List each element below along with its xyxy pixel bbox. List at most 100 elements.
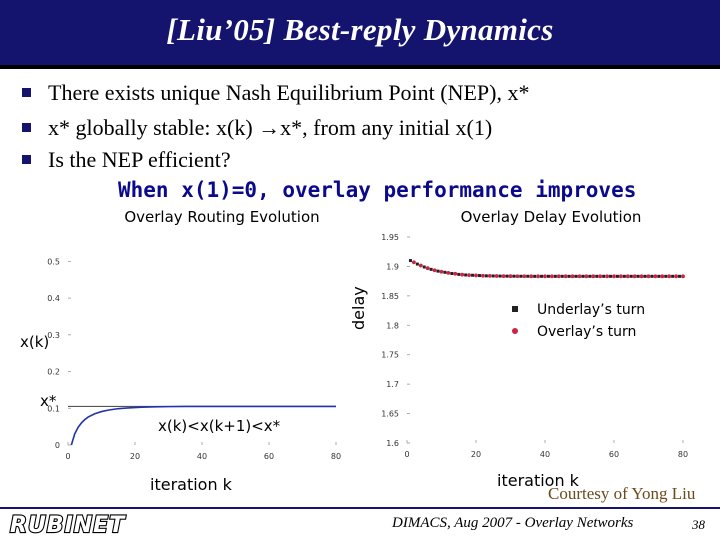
bullet-item: Is the NEP efficient?	[22, 147, 231, 173]
data-point	[625, 274, 630, 279]
x-tick-label: 0	[404, 450, 409, 459]
slide-title: [Liu’05] Best-reply Dynamics	[166, 12, 554, 47]
y-tick-label: 0.5	[47, 257, 60, 266]
data-point	[505, 274, 509, 278]
x-tick-label: 40	[540, 450, 550, 459]
data-point	[605, 274, 609, 279]
bullet-item: x* globally stable: x(k) →x*, from any i…	[22, 115, 492, 141]
data-point	[650, 274, 654, 278]
overlay-routing-chart: Overlay Routing Evolution 0 20 40 60 80 0 0.1 0.…	[47, 208, 341, 461]
data-point	[436, 269, 440, 273]
data-point	[632, 274, 637, 279]
legend-label: Overlay’s turn	[537, 324, 636, 340]
bullet-text: Is the NEP efficient?	[48, 147, 231, 172]
inequality-label: x(k)<x(k+1)<x*	[158, 417, 281, 435]
data-point	[540, 274, 544, 278]
data-point	[474, 273, 478, 278]
data-point	[556, 274, 561, 279]
footer-divider	[0, 507, 720, 509]
data-point	[487, 274, 492, 278]
data-point	[526, 274, 530, 278]
data-point	[657, 274, 661, 278]
y-tick-label: 1.6	[386, 439, 399, 448]
data-point	[671, 274, 675, 278]
data-point	[653, 274, 658, 279]
data-point	[629, 274, 633, 278]
data-point	[612, 274, 616, 279]
y-tick-label: 0.1	[47, 404, 60, 413]
data-point	[581, 274, 585, 278]
data-point	[567, 274, 571, 278]
bullet-text: There exists unique Nash Equilibrium Poi…	[48, 80, 530, 105]
data-point	[602, 274, 606, 278]
data-point	[536, 274, 540, 279]
data-point	[674, 274, 678, 279]
y-tick-label: 0.3	[47, 331, 60, 340]
x-tick-label: 40	[197, 452, 207, 461]
data-point	[491, 274, 495, 278]
data-point	[501, 274, 506, 279]
legend-marker	[512, 306, 518, 312]
y-tick-label: 1.75	[381, 351, 399, 360]
data-point	[439, 269, 444, 274]
data-point	[481, 273, 485, 278]
overlay-delay-chart: Overlay Delay Evolution 0 20 40 60 80 1.6 1.65 1…	[381, 208, 688, 459]
title-bar: [Liu’05] Best-reply Dynamics	[0, 0, 720, 69]
data-point	[443, 270, 447, 274]
left-iteration-label: iteration k	[150, 475, 232, 494]
data-point	[533, 274, 537, 278]
data-point	[453, 271, 458, 276]
data-point	[412, 260, 416, 265]
x-tick-label: 60	[609, 450, 619, 459]
data-point	[681, 274, 685, 279]
data-point	[622, 274, 626, 278]
data-point	[546, 274, 550, 278]
data-point	[450, 271, 454, 275]
data-point	[595, 274, 599, 278]
callout-text: When x(1)=0, overlay performance improve…	[118, 178, 637, 202]
data-point	[512, 274, 516, 278]
bullet-item: There exists unique Nash Equilibrium Poi…	[22, 80, 530, 106]
data-point	[646, 274, 651, 279]
bullet-marker	[22, 123, 31, 132]
data-point	[636, 274, 640, 278]
data-point	[588, 274, 592, 278]
y-tick-label: 1.65	[381, 410, 399, 419]
data-point	[619, 274, 623, 279]
data-point	[598, 274, 603, 279]
data-point	[477, 274, 481, 278]
data-point	[519, 274, 523, 278]
data-point	[639, 274, 644, 279]
data-point	[471, 273, 475, 277]
data-point	[508, 274, 513, 279]
logo-text: RUBINET	[10, 513, 126, 537]
data-point	[522, 274, 527, 279]
data-point	[560, 274, 564, 278]
data-point	[467, 273, 471, 278]
x-tick-label: 60	[264, 452, 274, 461]
data-point	[408, 259, 412, 263]
data-point	[591, 274, 596, 279]
xk-label: x(k)	[20, 333, 50, 351]
x-tick-label: 20	[471, 450, 481, 459]
data-point	[515, 274, 520, 279]
data-point	[494, 274, 499, 278]
data-point	[574, 274, 578, 278]
data-point	[425, 266, 430, 271]
legend-label: Underlay’s turn	[537, 302, 645, 318]
data-point	[457, 272, 461, 276]
bullet-marker	[22, 88, 31, 97]
legend-marker	[512, 328, 518, 334]
y-tick-label: 1.95	[381, 233, 399, 242]
y-tick-label: 1.8	[386, 321, 399, 330]
data-point	[667, 274, 672, 279]
x-tick-label: 20	[130, 452, 140, 461]
series-line	[70, 405, 336, 446]
x-tick-label: 0	[65, 452, 70, 461]
y-tick-label: 0	[55, 441, 60, 450]
data-point	[643, 274, 647, 278]
footer-text: DIMACS, Aug 2007 - Overlay Networks	[392, 515, 634, 531]
data-point	[415, 262, 419, 266]
courtesy-text: Courtesy of Yong Liu	[548, 484, 696, 503]
data-point	[615, 274, 619, 278]
